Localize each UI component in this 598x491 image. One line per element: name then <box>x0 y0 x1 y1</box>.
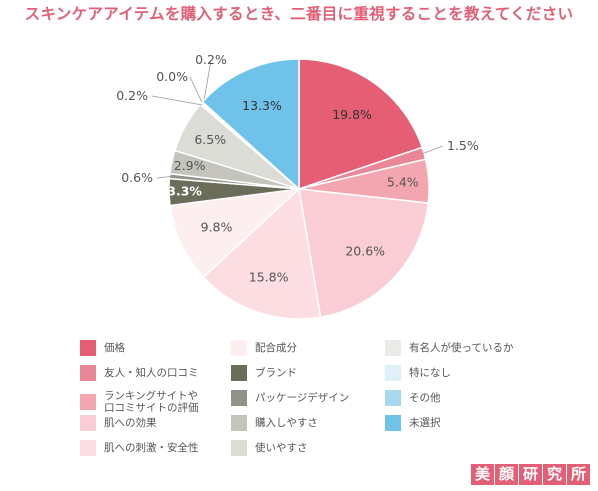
logo-char: 所 <box>567 464 590 485</box>
slice-1 <box>298 58 424 191</box>
chart-title: スキンケアアイテムを購入するとき、二番目に重視することを教えてください <box>24 5 574 23</box>
slice-10-label: 6.5% <box>194 132 226 147</box>
slice-1-label: 19.8% <box>332 107 372 122</box>
slice-4-label: 20.6% <box>345 243 385 258</box>
slice-9-label: 2.9% <box>174 158 206 173</box>
logo-char: 研 <box>519 464 542 485</box>
slice-12-label: 0.0% <box>156 69 188 84</box>
logo-char: 美 <box>471 464 494 485</box>
slice-5 <box>202 187 322 320</box>
slice-11-leader <box>151 95 203 106</box>
slice-7-label: 3.3% <box>167 184 202 199</box>
slice-14-label: 13.3% <box>242 98 282 113</box>
slice-2-label: 1.5% <box>447 138 479 153</box>
slice-6 <box>169 187 302 279</box>
slice-8-label: 0.6% <box>121 170 153 185</box>
logo-char: 究 <box>543 464 566 485</box>
slice-5-label: 15.8% <box>249 270 289 285</box>
logo-char: 顔 <box>495 464 518 485</box>
slice-6-label: 9.8% <box>201 219 233 234</box>
slice-2-leader <box>421 145 444 155</box>
slice-14 <box>201 58 300 191</box>
slice-13-leader <box>203 59 212 104</box>
slice-13-label: 0.2% <box>195 52 227 67</box>
site-logo: 美顔研究所 <box>471 464 590 485</box>
slice-11-label: 0.2% <box>116 88 148 103</box>
slice-4 <box>298 188 430 319</box>
slice-12-leader <box>189 76 204 105</box>
slice-3-label: 5.4% <box>387 175 419 190</box>
slice-8-leader <box>156 175 172 179</box>
